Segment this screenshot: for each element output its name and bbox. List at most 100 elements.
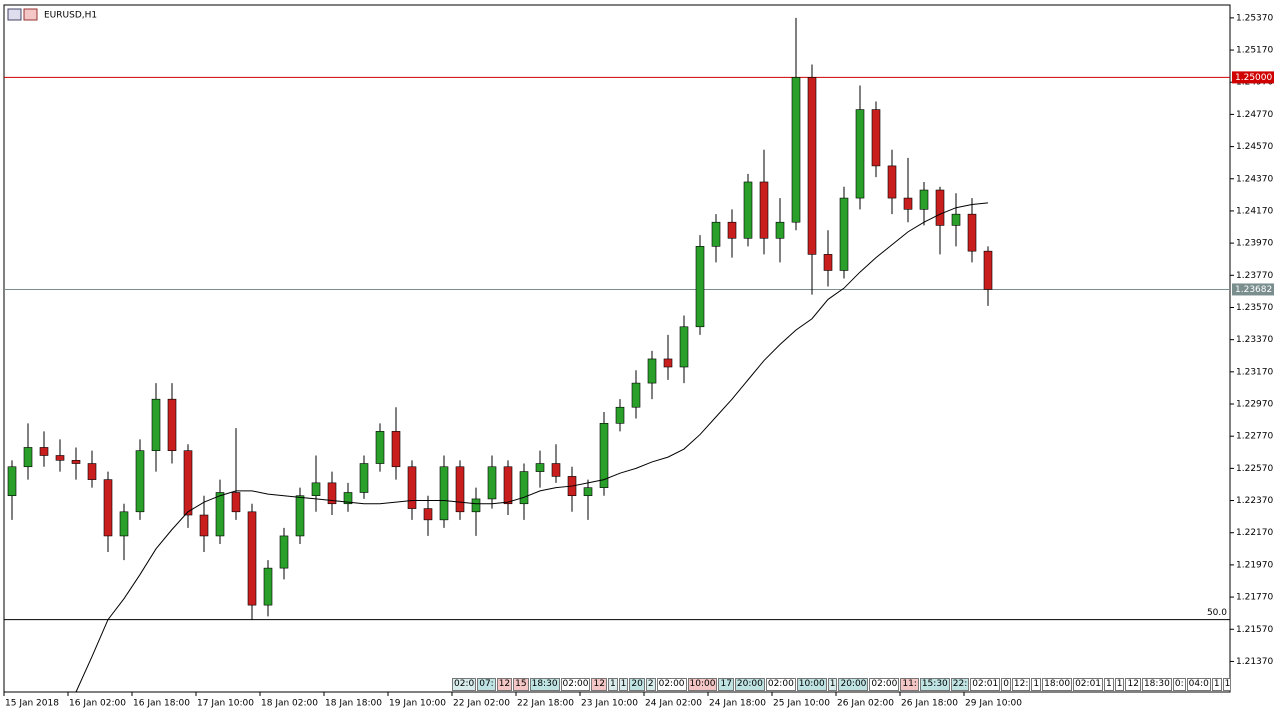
event-marker: 18:00 (1042, 678, 1073, 691)
candle-body (599, 423, 609, 488)
candle-body (807, 77, 817, 255)
candle-body (791, 77, 801, 223)
candle-body (759, 181, 769, 239)
event-marker: 20:00 (734, 678, 765, 691)
event-marker: 02:00 (656, 678, 687, 691)
y-tick-label: 1.23770 (1236, 271, 1273, 281)
candle-body (647, 358, 657, 384)
y-tick-label: 1.22970 (1236, 400, 1273, 410)
x-tick-label: 15 Jan 2018 (5, 699, 59, 709)
event-marker: 1 (1114, 678, 1125, 691)
x-tick-label: 29 Jan 10:00 (965, 699, 1022, 709)
candle-body (711, 221, 721, 247)
x-tick-label: 19 Jan 10:00 (389, 699, 446, 709)
event-marker: 17 (1222, 678, 1230, 691)
x-tick-label: 24 Jan 18:00 (709, 699, 766, 709)
candle-body (151, 398, 161, 451)
y-tick-label: 1.24570 (1236, 142, 1273, 152)
y-tick-label: 1.23570 (1236, 303, 1273, 313)
candle-body (183, 450, 193, 516)
x-tick-label: 25 Jan 10:00 (773, 699, 830, 709)
candle-body (279, 535, 289, 569)
candle-body (871, 109, 881, 167)
candle-body (951, 213, 961, 226)
y-tick-label: 1.22570 (1236, 464, 1273, 474)
y-tick-label: 1.24170 (1236, 206, 1273, 216)
candle-body (167, 398, 177, 451)
event-marker: 10:00 (687, 678, 718, 691)
event-marker: 02:01 (1073, 678, 1104, 691)
event-marker: 02:00 (869, 678, 900, 691)
candle-body (423, 508, 433, 521)
candle-body (407, 466, 417, 509)
candle-body (71, 460, 81, 464)
x-tick-label: 18 Jan 18:00 (325, 699, 382, 709)
event-marker: 02:00 (560, 678, 591, 691)
event-marker: 20 (629, 678, 645, 691)
candle-body (743, 181, 753, 239)
candle-body (631, 382, 641, 408)
candle-body (695, 246, 705, 328)
candle-body (7, 466, 17, 497)
candle-body (439, 466, 449, 521)
y-tick-label: 1.23170 (1236, 367, 1273, 377)
candle-body (535, 463, 545, 472)
y-tick-label: 1.22370 (1236, 496, 1273, 506)
candle-body (327, 482, 337, 505)
candle-body (455, 466, 465, 513)
x-tick-label: 24 Jan 02:00 (645, 699, 702, 709)
event-marker: 18:30 (1141, 678, 1172, 691)
candle-body (39, 447, 49, 456)
fib-level-label: 50.0 (1207, 608, 1227, 618)
chart-icon (7, 8, 22, 21)
x-tick-label: 23 Jan 10:00 (581, 699, 638, 709)
y-tick-label: 1.25370 (1236, 13, 1273, 23)
event-marker: 17 (718, 678, 734, 691)
candle-body (199, 514, 209, 537)
y-tick-label: 1.21570 (1236, 625, 1273, 635)
event-marker: 10:00 (796, 678, 827, 691)
chart-title: EURUSD,H1 (44, 11, 97, 21)
event-marker: 12 (591, 678, 607, 691)
event-marker: 02:01 (970, 678, 1001, 691)
chart-icon (23, 8, 38, 21)
event-marker: 1 (1211, 678, 1222, 691)
candle-body (215, 492, 225, 537)
y-tick-label: 1.22770 (1236, 432, 1273, 442)
candle-body (503, 466, 513, 505)
event-marker: 1 (827, 678, 838, 691)
candle-body (887, 165, 897, 199)
x-tick-label: 17 Jan 10:00 (197, 699, 254, 709)
candle-body (471, 498, 481, 513)
x-tick-label: 16 Jan 18:00 (133, 699, 190, 709)
event-marker: 15:30 (919, 678, 950, 691)
event-marker: 18:30 (529, 678, 560, 691)
event-marker: 1 (607, 678, 618, 691)
candle-body (919, 189, 929, 210)
event-marker: 22: (950, 678, 970, 691)
candle-body (903, 197, 913, 210)
x-tick-label: 22 Jan 02:00 (453, 699, 510, 709)
event-marker: 07: (477, 678, 496, 691)
candle-body (103, 479, 113, 537)
event-marker: 1 (1104, 678, 1114, 691)
event-strip: 02:0 07: 12 15 18:30 02:00 12 1 1 20 2 02:00 10:00 17… (452, 678, 1230, 691)
candle-body (855, 109, 865, 199)
candle-body (343, 492, 353, 505)
candle-body (23, 447, 33, 468)
price-level-label: 1.23682 (1235, 285, 1272, 295)
candle-body (519, 471, 529, 505)
candle-body (615, 406, 625, 424)
price-level-tag (1232, 71, 1274, 84)
moving-average (75, 202, 989, 693)
candle-body (247, 511, 257, 606)
candle-body (359, 463, 369, 493)
y-tick-label: 1.21370 (1236, 657, 1273, 667)
candle-body (983, 250, 993, 290)
event-marker: 0 (1001, 678, 1011, 691)
candle-body (679, 326, 689, 368)
event-marker: 11: (900, 678, 919, 691)
plot-frame (3, 4, 1231, 693)
